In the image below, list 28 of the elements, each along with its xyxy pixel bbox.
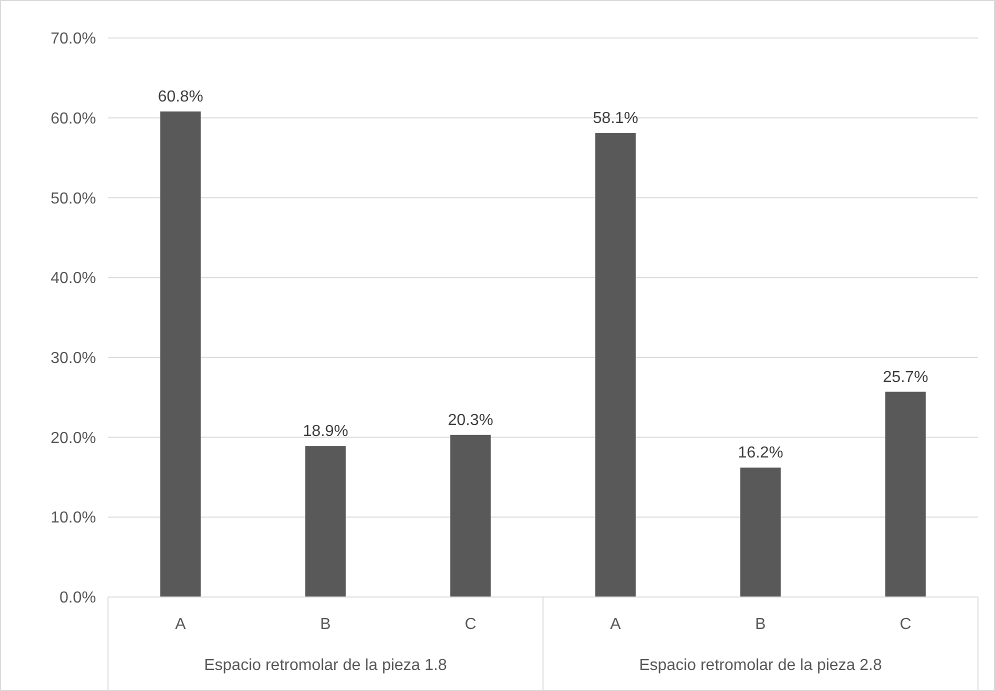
data-label: 20.3% (448, 412, 494, 429)
bar (885, 392, 926, 597)
y-tick-label: 30.0% (50, 350, 96, 368)
y-tick-label: 10.0% (50, 510, 96, 527)
x-tick-label: B (320, 616, 331, 633)
data-label: 25.7% (882, 368, 928, 386)
y-tick-label: 40.0% (50, 270, 96, 288)
x-tick-label: A (610, 616, 622, 633)
x-tick-label: B (755, 616, 766, 633)
text: Espacio retromolar de la pieza 2.8 (639, 657, 882, 674)
y-tick-label: 70.0% (50, 30, 96, 48)
bar (305, 446, 346, 597)
y-tick-label: 60.0% (50, 110, 96, 128)
data-label: 60.8% (158, 88, 204, 106)
bar (740, 468, 781, 597)
data-label: 18.9% (302, 423, 348, 440)
x-tick-label: C (900, 616, 912, 633)
data-label: 58.1% (592, 110, 638, 128)
bar (595, 133, 636, 597)
data-label: 16.2% (738, 444, 784, 462)
x-tick-label: A (175, 616, 186, 633)
bar (160, 111, 201, 597)
y-tick-label: 0.0% (60, 590, 96, 607)
y-tick-label: 50.0% (50, 190, 96, 208)
text: Espacio retromolar de la pieza 1.8 (204, 657, 447, 674)
y-tick-label: 20.0% (50, 430, 96, 447)
bar (450, 434, 491, 597)
x-tick-label: C (464, 616, 476, 633)
